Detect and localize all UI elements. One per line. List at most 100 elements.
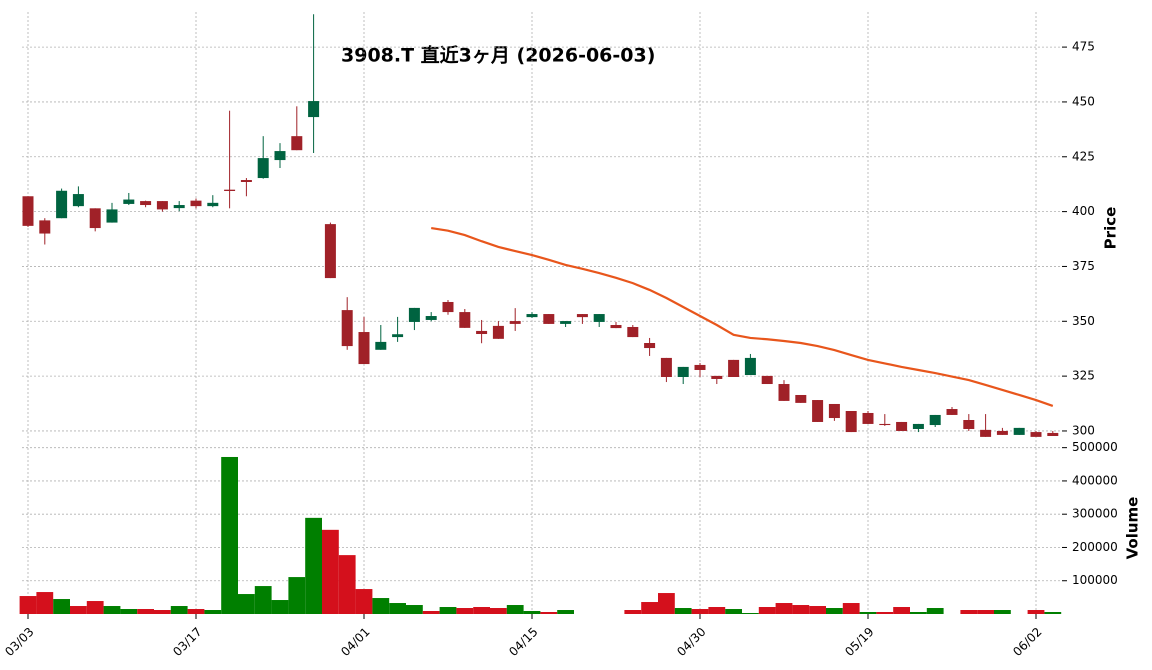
candle-body — [291, 136, 303, 151]
candle-body — [996, 430, 1008, 435]
candle-body — [442, 301, 454, 313]
y-tick-label: 100000 — [1072, 573, 1118, 587]
volume-bar — [859, 612, 877, 614]
volume-bar — [876, 612, 894, 614]
y-tick-label: 400 — [1072, 204, 1095, 218]
volume-bar — [658, 593, 675, 614]
candle-body — [778, 384, 790, 401]
x-tick-label: 04/01 — [338, 625, 372, 659]
candle-body — [761, 375, 773, 385]
candle-body — [1013, 427, 1025, 435]
candle-body — [72, 194, 84, 207]
volume-bar — [557, 610, 574, 614]
candle-body — [308, 101, 320, 118]
y-tick-label: 200000 — [1072, 540, 1118, 554]
volume-bar — [523, 611, 541, 614]
volume-bar — [456, 608, 474, 614]
x-tick-label: 03/03 — [2, 625, 36, 659]
candle-body — [509, 321, 521, 324]
volume-bar — [708, 607, 726, 614]
candle-body — [459, 312, 471, 328]
volume-bar — [994, 610, 1011, 614]
candle-body — [89, 208, 101, 229]
volume-bar — [120, 609, 138, 614]
candle-body — [644, 343, 656, 349]
candle-body — [123, 199, 135, 204]
volume-bar — [154, 610, 171, 614]
y-tick-label: 325 — [1072, 369, 1095, 383]
volume-bar — [288, 577, 306, 614]
candle-body — [1047, 432, 1059, 437]
volume-bar — [53, 599, 70, 614]
volume-bar — [977, 610, 994, 614]
chart-title: 3908.T 直近3ヶ月 (2026-06-03) — [341, 44, 655, 67]
candle-body — [576, 314, 588, 318]
candle-body — [476, 330, 488, 335]
candle-body — [22, 196, 34, 226]
volume-bar — [1044, 612, 1062, 614]
volume-bar — [758, 607, 776, 614]
candle-body — [896, 421, 908, 431]
volume-bar — [926, 608, 944, 614]
volume-bar — [389, 603, 406, 614]
candle-body — [1030, 432, 1042, 437]
volume-bar — [86, 601, 104, 614]
candle-body — [207, 202, 219, 207]
volume-bar — [725, 609, 742, 614]
candle-body — [694, 364, 706, 370]
volume-bar — [826, 608, 843, 614]
candle-body — [492, 325, 504, 339]
candle-body — [862, 412, 874, 424]
candle-body — [140, 201, 152, 206]
candle-body — [324, 224, 336, 279]
volume-bar — [641, 602, 658, 614]
candle-body — [980, 429, 992, 437]
candle-body — [543, 314, 555, 324]
candle-body — [963, 419, 975, 429]
candle-body — [257, 158, 269, 179]
y-tick-label: 475 — [1072, 40, 1095, 54]
y-tick-label: 350 — [1072, 314, 1095, 328]
volume-bar — [204, 610, 222, 614]
y-tick-label: 500000 — [1072, 440, 1118, 454]
x-tick-label: 04/30 — [674, 625, 708, 659]
volume-bar — [103, 606, 121, 614]
volume-bar — [271, 600, 289, 614]
candle-body — [358, 332, 370, 365]
candle-body — [106, 209, 118, 223]
candle-body — [660, 357, 672, 378]
x-tick-label: 04/15 — [506, 625, 540, 659]
volume-bar — [137, 609, 154, 614]
volume-bar — [422, 611, 440, 614]
candle-body — [728, 359, 740, 378]
volume-bar — [624, 610, 642, 614]
y-tick-label: 425 — [1072, 149, 1095, 163]
y-tick-label: 400000 — [1072, 473, 1118, 487]
candle-body — [929, 414, 941, 426]
candle-body — [375, 341, 387, 350]
candle-body — [408, 307, 420, 322]
candle-body — [627, 326, 639, 338]
volume-bar — [775, 603, 793, 614]
candle-body — [593, 314, 605, 322]
candle-body — [677, 366, 689, 378]
volume-bar — [170, 606, 188, 614]
volume-bar — [19, 596, 37, 614]
volume-bar — [490, 608, 507, 614]
candle-body — [795, 394, 807, 403]
volume-bar — [305, 517, 322, 614]
x-tick-label: 06/02 — [1010, 625, 1044, 659]
candle-body — [744, 357, 756, 376]
candle-body — [274, 151, 286, 161]
volume-bar — [506, 605, 524, 614]
volume-bar — [187, 609, 205, 614]
candle-body — [845, 411, 857, 433]
volume-bar — [691, 609, 709, 614]
y-tick-label: 450 — [1072, 94, 1095, 108]
y-tick-label: 375 — [1072, 259, 1095, 273]
volume-axis-label: Volume — [1124, 497, 1142, 560]
candle-body — [392, 334, 404, 338]
volume-bar — [540, 612, 558, 614]
candle-body — [173, 205, 185, 209]
